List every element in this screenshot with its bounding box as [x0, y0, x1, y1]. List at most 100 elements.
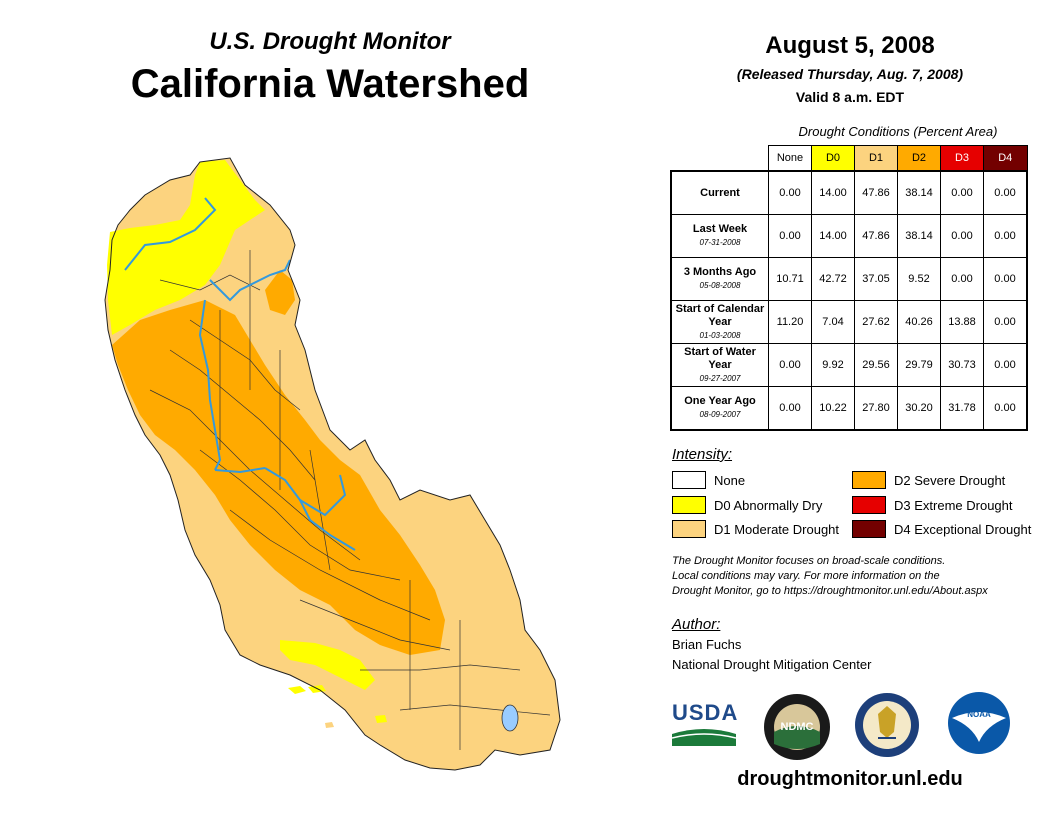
cell-d0: 42.72 [811, 257, 855, 301]
cell-d3: 0.00 [940, 214, 984, 258]
row-label-text: Current [700, 186, 740, 199]
table-corner [671, 146, 769, 172]
ndmc-logo: NDMC [762, 692, 832, 762]
table-header-row: None D0 D1 D2 D3 D4 [671, 145, 1028, 172]
note-line-1: The Drought Monitor focuses on broad-sca… [672, 555, 946, 567]
california-watershed-map [104, 157, 561, 771]
cell-d1: 27.62 [854, 300, 898, 344]
map-island-4 [325, 722, 334, 728]
cell-d4: 0.00 [983, 386, 1028, 431]
cell-none: 0.00 [768, 170, 812, 215]
legend-label: D0 Abnormally Dry [714, 497, 823, 513]
row-label: Start of Water Year 09-27-2007 [670, 343, 769, 387]
cell-d0: 7.04 [811, 300, 855, 344]
note-line-2: Local conditions may vary. For more info… [672, 570, 940, 582]
row-label-text: Start of Calendar Year [675, 302, 765, 328]
cell-d3: 0.00 [940, 170, 984, 215]
col-header-d1: D1 [854, 145, 898, 172]
legend-swatch [672, 520, 706, 538]
row-label: One Year Ago 08-09-2007 [670, 386, 769, 431]
col-header-none: None [768, 145, 812, 172]
map-island-3 [375, 715, 387, 723]
cell-d1: 37.05 [854, 257, 898, 301]
cell-d4: 0.00 [983, 214, 1028, 258]
noaa-logo-text: NOAA [967, 710, 991, 719]
legend-item-d2: D2 Severe Drought [852, 471, 1005, 489]
author-name: Brian Fuchs [672, 637, 742, 652]
cell-d3: 31.78 [940, 386, 984, 431]
ndmc-seal-icon: NDMC [764, 694, 830, 760]
ndmc-logo-text: NDMC [781, 721, 814, 733]
row-label-text: 3 Months Ago [683, 266, 757, 278]
valid-time: Valid 8 a.m. EDT [795, 89, 905, 105]
cell-none: 0.00 [768, 214, 812, 258]
release-date: (Released Thursday, Aug. 7, 2008) [736, 66, 964, 82]
row-label: Current [670, 170, 769, 215]
map-date: August 5, 2008 [765, 32, 935, 59]
row-date: 01-03-2008 [699, 330, 741, 340]
col-header-d2: D2 [897, 145, 941, 172]
row-label-text: One Year Ago [684, 395, 756, 407]
map-island-1 [288, 686, 306, 694]
cell-d4: 0.00 [983, 257, 1028, 301]
noaa-logo: NOAA [946, 690, 1012, 756]
table-row-3-months-ago: 3 Months Ago 05-08-2008 10.71 42.72 37.05… [670, 257, 1028, 301]
cell-d4: 0.00 [983, 300, 1028, 344]
usda-logo-text: USDA [672, 700, 739, 725]
cell-d1: 47.86 [854, 170, 898, 215]
cell-d0: 10.22 [811, 386, 855, 431]
commerce-seal-icon [855, 693, 919, 757]
cell-none: 10.71 [768, 257, 812, 301]
cell-d3: 30.73 [940, 343, 984, 387]
cell-d2: 38.14 [897, 214, 941, 258]
usda-hills-icon [671, 729, 737, 746]
row-date: 08-09-2007 [699, 410, 741, 419]
drought-conditions-table: None D0 D1 D2 D3 D4 Current 0.00 14.00 4… [670, 145, 1028, 431]
map-region-d2-northeast [265, 270, 295, 315]
row-label: Last Week 07-31-2008 [670, 214, 769, 258]
legend-swatch [852, 496, 886, 514]
cell-d2: 9.52 [897, 257, 941, 301]
usda-logo: USDA [671, 700, 739, 748]
legend-title: Intensity: [672, 446, 733, 463]
table-caption: Drought Conditions (Percent Area) [798, 124, 998, 139]
col-header-d0: D0 [811, 145, 855, 172]
note-line-3: Drought Monitor, go to https://droughtmo… [672, 585, 988, 597]
commerce-seal-logo [854, 692, 920, 758]
cell-d4: 0.00 [983, 170, 1028, 215]
col-header-d3: D3 [940, 145, 984, 172]
row-label-text: Last Week [692, 223, 748, 235]
map-region-d0-south [280, 640, 375, 690]
legend-label: D4 Exceptional Drought [894, 521, 1032, 537]
cell-d1: 27.80 [854, 386, 898, 431]
map-region-d2 [112, 300, 445, 655]
table-row-last-week: Last Week 07-31-2008 0.00 14.00 47.86 38.… [670, 214, 1028, 258]
row-date: 05-08-2008 [699, 281, 741, 290]
cell-d0: 14.00 [811, 170, 855, 215]
state-outline [104, 157, 561, 771]
legend-item-d4: D4 Exceptional Drought [852, 520, 1031, 538]
footer-url[interactable]: droughtmonitor.unl.edu [737, 768, 963, 790]
legend-swatch [852, 471, 886, 489]
col-header-d4: D4 [983, 145, 1028, 172]
watershed-boundaries [149, 250, 551, 750]
cell-none: 0.00 [768, 386, 812, 431]
cell-d2: 38.14 [897, 170, 941, 215]
cell-none: 11.20 [768, 300, 812, 344]
legend-label: D1 Moderate Drought [714, 521, 840, 537]
author-title: Author: [672, 616, 721, 633]
map-region-d0-north [107, 160, 265, 335]
row-date: 09-27-2007 [699, 373, 741, 383]
cell-none: 0.00 [768, 343, 812, 387]
cell-d3: 13.88 [940, 300, 984, 344]
noaa-seagull-icon: NOAA [948, 692, 1010, 754]
legend-swatch [852, 520, 886, 538]
map-title: California Watershed [130, 62, 530, 106]
cell-d1: 29.56 [854, 343, 898, 387]
cell-d2: 40.26 [897, 300, 941, 344]
cell-d1: 47.86 [854, 214, 898, 258]
row-label: 3 Months Ago 05-08-2008 [670, 257, 769, 301]
cell-d0: 14.00 [811, 214, 855, 258]
disclaimer-note: The Drought Monitor focuses on broad-sca… [672, 554, 1052, 599]
table-row-one-year-ago: One Year Ago 08-09-2007 0.00 10.22 27.80 … [670, 386, 1028, 431]
